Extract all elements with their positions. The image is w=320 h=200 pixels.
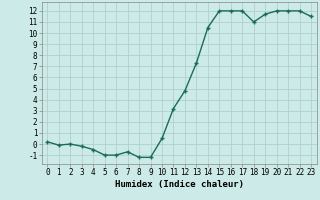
X-axis label: Humidex (Indice chaleur): Humidex (Indice chaleur) [115, 180, 244, 189]
